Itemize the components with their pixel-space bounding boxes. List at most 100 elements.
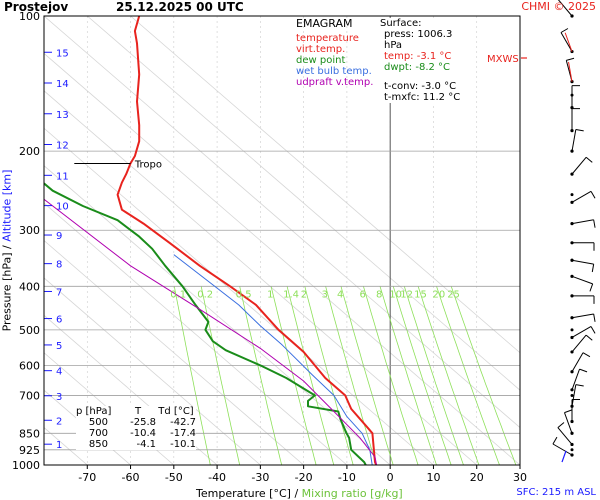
wind-barb-staff: [571, 219, 594, 225]
mixing-ratio-label: 2: [301, 289, 307, 300]
credit-text: CHMI © 2025: [521, 0, 596, 13]
series-line-temperature: [116, 16, 378, 465]
pressure-tick-label: 700: [19, 389, 40, 402]
mixing-ratio-line: [200, 286, 241, 465]
wind-barb: [570, 328, 574, 332]
mixing-ratio-line: [239, 286, 283, 465]
pressure-tick-label: 200: [19, 145, 40, 158]
wind-barb-point: [570, 370, 574, 374]
wind-barb-point: [570, 200, 574, 204]
wind-barb: [570, 193, 574, 197]
wind-barb-staff: [552, 443, 573, 456]
wind-barb-staff: [571, 275, 593, 285]
wind-barb-flag: [585, 334, 593, 341]
mixing-ratio-label: 1: [267, 289, 273, 300]
x-axis-label: Temperature [°C] / Mixing ratio [g/kg]: [196, 487, 403, 500]
level-table-header-cell: Td [°C]: [158, 406, 194, 417]
wind-barb-surface: [561, 450, 567, 463]
mixing-ratio-label: 4: [337, 289, 343, 300]
wind-barb-flag: [564, 409, 573, 414]
surface-dwpt: dwpt: -8.2 °C: [384, 62, 451, 73]
altitude-tick-label: 11: [56, 171, 69, 182]
altitude-tick-label: 7: [56, 287, 62, 298]
pressure-tick-label: 1000: [12, 459, 40, 472]
wind-barb-flag: [585, 156, 593, 163]
legend-item: dew point: [296, 55, 346, 66]
plot-frame: [43, 15, 521, 466]
x-tick-label: -40: [208, 471, 226, 484]
adiabat-line: [44, 127, 434, 465]
x-tick-label: -20: [295, 471, 313, 484]
adiabat-line: [44, 352, 175, 465]
sounding-datetime: 25.12.2025 00 UTC: [116, 0, 244, 14]
mixing-ratio-label: 25: [447, 289, 460, 300]
adiabat-line: [87, 16, 520, 391]
altitude-tick-label: 10: [56, 202, 69, 213]
wind-barb-staff: [571, 313, 594, 319]
mixing-ratio-line: [403, 286, 464, 465]
axes: [43, 15, 521, 469]
x-axis-mixing-label: Mixing ratio [g/kg]: [301, 487, 403, 500]
isotherm-grid: [44, 16, 520, 465]
wind-barb-flag: [593, 313, 596, 322]
wind-barb-flag: [579, 368, 588, 373]
level-table-cell: 500: [88, 417, 108, 428]
legend-item: udpraft v.temp.: [296, 77, 374, 88]
altitude-tick-label: 8: [56, 260, 62, 271]
x-tick-label: -50: [165, 471, 183, 484]
mixing-ratio-label: 10: [389, 289, 402, 300]
mixing-ratio-label: 20: [432, 289, 445, 300]
wind-barb-flag: [557, 422, 565, 428]
surface-tmxfc: t-mxfc: 11.2 °C: [384, 92, 461, 103]
surface-temp: temp: -3.1 °C: [384, 51, 452, 62]
mixing-ratio-label: 3: [322, 289, 328, 300]
wind-barb-staff: [571, 259, 594, 265]
wind-barb-point: [570, 14, 574, 18]
pressure-tick-label: 925: [19, 444, 40, 457]
mixing-ratio-line: [363, 286, 419, 465]
mxws-label: MXWS: [487, 54, 519, 65]
pressure-tick-label: 400: [19, 280, 40, 293]
altitude-tick-label: 9: [56, 231, 62, 242]
wind-barb-staff: [571, 334, 587, 353]
wind-barb-staff: [571, 129, 577, 152]
wind-barb-flag: [589, 283, 594, 292]
pressure-tick-label: 300: [19, 224, 40, 237]
x-tick-label: 10: [426, 471, 440, 484]
mixing-ratio-line: [450, 286, 517, 465]
legend: EMAGRAM temperature virt.temp. dew point we…: [296, 18, 373, 88]
mixing-ratio-line: [379, 286, 437, 465]
level-table-cell: -4.1: [136, 439, 156, 450]
altitude-tick-label: 3: [56, 392, 62, 403]
wind-barb-point: [570, 241, 574, 245]
wind-barb-flag: [575, 129, 584, 132]
wind-barb-point: [570, 258, 574, 262]
level-table-cell: 700: [88, 428, 108, 439]
wind-barb-point: [570, 274, 574, 278]
wind-barb-flag: [582, 352, 591, 358]
x-tick-label: 20: [470, 471, 484, 484]
level-table-header-cell: p [hPa]: [76, 406, 112, 417]
wind-barb-point: [570, 316, 574, 320]
mixing-ratio-line: [304, 286, 354, 465]
pressure-tick-label: 600: [19, 359, 40, 372]
altitude-tick-label: 5: [56, 341, 62, 352]
mixing-ratio-line: [417, 286, 480, 465]
altitude-tick-label: 2: [56, 416, 62, 427]
wind-barb-max: [564, 32, 573, 52]
pressure-tick-label: 850: [19, 427, 40, 440]
wind-barb-flag: [560, 28, 569, 33]
wind-barb-staff: [571, 190, 592, 203]
mixing-ratio-label: 0.2: [197, 289, 213, 300]
x-axis-temperature-label: Temperature [°C]: [196, 487, 291, 500]
level-table-cell: -42.7: [170, 417, 196, 428]
wind-barb-staff: [557, 427, 573, 445]
altitude-tick-label: 15: [56, 48, 69, 59]
surface-press: press: 1006.3 hPa: [384, 29, 453, 51]
adiabat-line: [44, 277, 261, 465]
level-table-row: 500 -25.8 -42.7: [76, 417, 196, 428]
legend-item: wet bulb temp.: [296, 66, 372, 77]
adiabat-line: [44, 165, 391, 465]
wind-barb-point: [570, 442, 574, 447]
